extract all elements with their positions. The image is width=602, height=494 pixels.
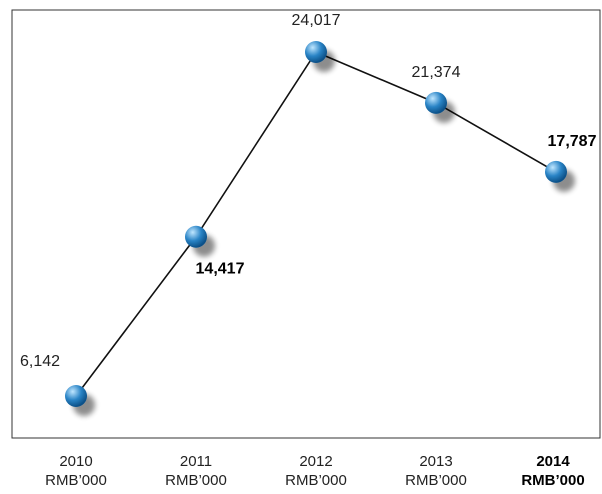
series-layer xyxy=(65,41,567,407)
x-tick-unit: RMB’000 xyxy=(521,472,585,489)
x-tick-unit: RMB’000 xyxy=(285,472,347,489)
x-tick-label-2010: 2010 RMB’000 xyxy=(21,452,131,490)
x-tick-unit: RMB’000 xyxy=(405,472,467,489)
data-label-2012: 24,017 xyxy=(292,12,341,29)
x-tick-unit: RMB’000 xyxy=(45,472,107,489)
data-label-2014: 17,787 xyxy=(548,133,597,150)
series-line xyxy=(75,51,557,397)
x-tick-year: 2011 xyxy=(179,453,213,470)
x-tick-year: 2014 xyxy=(536,453,570,470)
data-point-2011 xyxy=(185,225,207,248)
x-tick-year: 2010 xyxy=(59,453,93,470)
x-tick-label-2014: 2014 RMB’000 xyxy=(498,452,602,490)
x-tick-year: 2012 xyxy=(299,453,333,470)
data-label-2010: 6,142 xyxy=(20,353,60,370)
x-tick-unit: RMB’000 xyxy=(165,472,227,489)
x-tick-year: 2013 xyxy=(419,453,453,470)
data-point-2012 xyxy=(305,41,327,63)
value-label-layer: 6,142 14,417 24,017 21,374 17,787 xyxy=(20,12,597,370)
data-point-2013 xyxy=(425,91,447,114)
data-point-2010 xyxy=(65,385,87,407)
x-tick-label-2012: 2012 RMB’000 xyxy=(261,452,371,490)
data-label-2013: 21,374 xyxy=(412,64,461,81)
plot-frame xyxy=(11,9,601,439)
x-tick-label-2013: 2013 RMB’000 xyxy=(381,452,491,490)
data-point-2014 xyxy=(545,160,567,183)
x-tick-label-2011: 2011 RMB’000 xyxy=(141,452,251,490)
data-label-2011: 14,417 xyxy=(196,261,245,278)
